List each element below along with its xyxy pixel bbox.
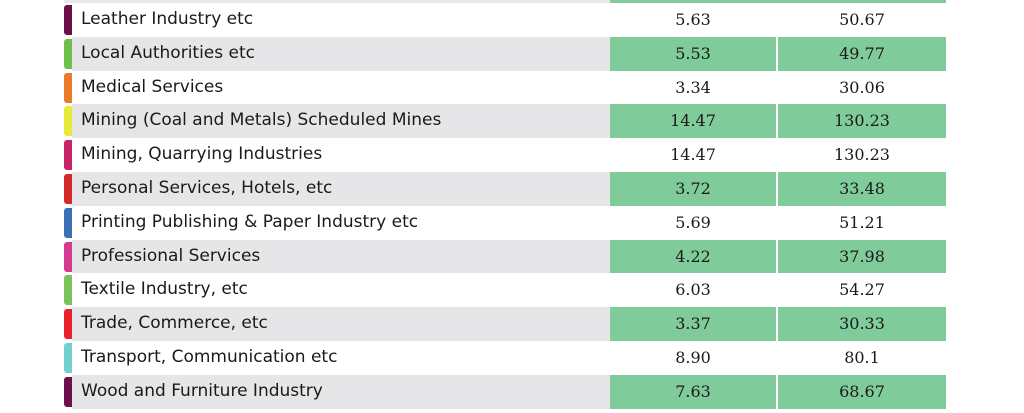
value-2: 50.67 [839, 10, 885, 29]
value-2: 80.1 [844, 347, 880, 367]
table-row: Mining (Coal and Metals) Scheduled Mines… [64, 104, 946, 139]
industry-name: Local Authorities etc [81, 42, 256, 63]
value-cell-2: 51.21 [778, 205, 946, 240]
industry-name: Textile Industry, etc [81, 279, 248, 300]
industry-cell: Local Authorities etc [72, 36, 610, 71]
industry-cell: Medical Services [72, 70, 610, 105]
category-color-bar [64, 275, 72, 306]
category-color-bar [64, 241, 72, 272]
value-1: 5.63 [675, 10, 711, 29]
value-cell-2: 30.06 [778, 70, 946, 105]
value-1: 14.47 [670, 111, 716, 131]
industry-cell: Mining (Coal and Metals) Scheduled Mines [72, 104, 610, 139]
category-color-bar [64, 140, 72, 171]
value-cell-2: 33.48 [778, 171, 946, 206]
category-color-bar [64, 106, 72, 137]
value-1: 3.34 [675, 77, 711, 97]
category-color-bar [64, 72, 72, 103]
industry-cell: Wood and Furniture Industry [72, 374, 610, 409]
value-1: 4.22 [675, 246, 711, 266]
table-row: Personal Services, Hotels, etc 3.72 33.48 [64, 171, 946, 206]
value-cell-2: 50.67 [778, 3, 946, 37]
value-1: 6.03 [675, 280, 711, 300]
previous-row-edge [64, 0, 946, 3]
table-row: Textile Industry, etc 6.03 54.27 [64, 273, 946, 308]
category-color-bar [64, 342, 72, 373]
value-2: 30.33 [839, 314, 885, 334]
industry-name: Leather Industry etc [81, 9, 254, 29]
value-1: 5.53 [675, 43, 711, 63]
value-1: 3.72 [675, 178, 711, 198]
value-cell-1: 14.47 [610, 104, 776, 139]
table-row: Professional Services 4.22 37.98 [64, 239, 946, 274]
category-color-bar [64, 5, 72, 35]
value-2: 130.23 [834, 145, 890, 165]
category-color-bar [64, 309, 72, 340]
category-color-bar [64, 376, 72, 407]
industry-name: Wood and Furniture Industry [81, 380, 323, 401]
value-cell-1: 3.37 [610, 307, 776, 341]
value-cell-1: 4.22 [610, 239, 776, 274]
value-cell-1: 14.47 [610, 138, 776, 172]
value-cell-1: 5.63 [610, 3, 776, 37]
table-row: Mining, Quarrying Industries 14.47 130.23 [64, 138, 946, 172]
value-1: 5.69 [675, 212, 711, 232]
value-cell-2: 80.1 [778, 340, 946, 375]
value-cell-2: 37.98 [778, 239, 946, 274]
industry-name: Mining, Quarrying Industries [81, 144, 323, 165]
industry-name: Professional Services [81, 245, 261, 266]
industry-cell: Printing Publishing & Paper Industry etc [72, 205, 610, 240]
value-cell-2: 49.77 [778, 36, 946, 71]
industry-name: Personal Services, Hotels, etc [81, 177, 333, 198]
table-row: Leather Industry etc 5.63 50.67 [64, 3, 946, 37]
industry-cell: Textile Industry, etc [72, 273, 610, 308]
value-2: 68.67 [839, 381, 885, 401]
value-2: 33.48 [839, 178, 885, 198]
industry-cell: Transport, Communication etc [72, 340, 610, 375]
value-2: 49.77 [839, 43, 885, 63]
table-body: Leather Industry etc 5.63 50.67 Local Autho… [64, 3, 946, 409]
value-cell-1: 5.69 [610, 205, 776, 240]
value-cell-1: 7.63 [610, 374, 776, 409]
industry-cell: Leather Industry etc [72, 3, 610, 37]
industry-name: Trade, Commerce, etc [81, 313, 268, 334]
value-cell-2: 54.27 [778, 273, 946, 308]
value-1: 8.90 [675, 347, 711, 367]
industry-name: Mining (Coal and Metals) Scheduled Mines [81, 110, 442, 131]
table-row: Transport, Communication etc 8.90 80.1 [64, 340, 946, 375]
industry-cell: Professional Services [72, 239, 610, 274]
table-row: Printing Publishing & Paper Industry etc… [64, 205, 946, 240]
industry-cell: Mining, Quarrying Industries [72, 138, 610, 172]
table-row: Local Authorities etc 5.53 49.77 [64, 36, 946, 71]
value-1: 3.37 [675, 314, 711, 334]
value-cell-2: 30.33 [778, 307, 946, 341]
value-2: 51.21 [839, 212, 885, 232]
table-row: Trade, Commerce, etc 3.37 30.33 [64, 307, 946, 341]
industry-cell: Trade, Commerce, etc [72, 307, 610, 341]
value-cell-2: 130.23 [778, 138, 946, 172]
value-cell-1: 3.34 [610, 70, 776, 105]
value-cell-2: 68.67 [778, 374, 946, 409]
value-1: 14.47 [670, 145, 716, 165]
industry-name: Transport, Communication etc [81, 346, 338, 367]
value-cell-1: 5.53 [610, 36, 776, 71]
category-color-bar [64, 173, 72, 204]
table-row: Wood and Furniture Industry 7.63 68.67 [64, 374, 946, 409]
value-1: 7.63 [675, 381, 711, 401]
category-color-bar [64, 38, 72, 69]
table-row: Medical Services 3.34 30.06 [64, 70, 946, 105]
value-cell-2: 130.23 [778, 104, 946, 139]
value-cell-1: 6.03 [610, 273, 776, 308]
value-2: 37.98 [839, 246, 885, 266]
industry-cell: Personal Services, Hotels, etc [72, 171, 610, 206]
category-color-bar [64, 207, 72, 238]
value-2: 54.27 [839, 280, 885, 300]
industry-name: Printing Publishing & Paper Industry etc [81, 211, 419, 232]
value-2: 30.06 [839, 77, 885, 97]
industry-name: Medical Services [81, 76, 224, 97]
value-2: 130.23 [834, 111, 890, 131]
value-cell-1: 8.90 [610, 340, 776, 375]
value-cell-1: 3.72 [610, 171, 776, 206]
